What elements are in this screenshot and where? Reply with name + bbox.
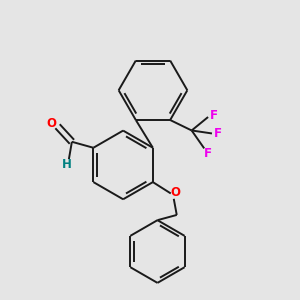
Text: O: O — [170, 186, 180, 199]
Text: F: F — [209, 109, 217, 122]
Text: F: F — [204, 147, 212, 160]
Text: H: H — [61, 158, 71, 171]
Text: F: F — [214, 127, 222, 140]
Text: O: O — [46, 117, 56, 130]
